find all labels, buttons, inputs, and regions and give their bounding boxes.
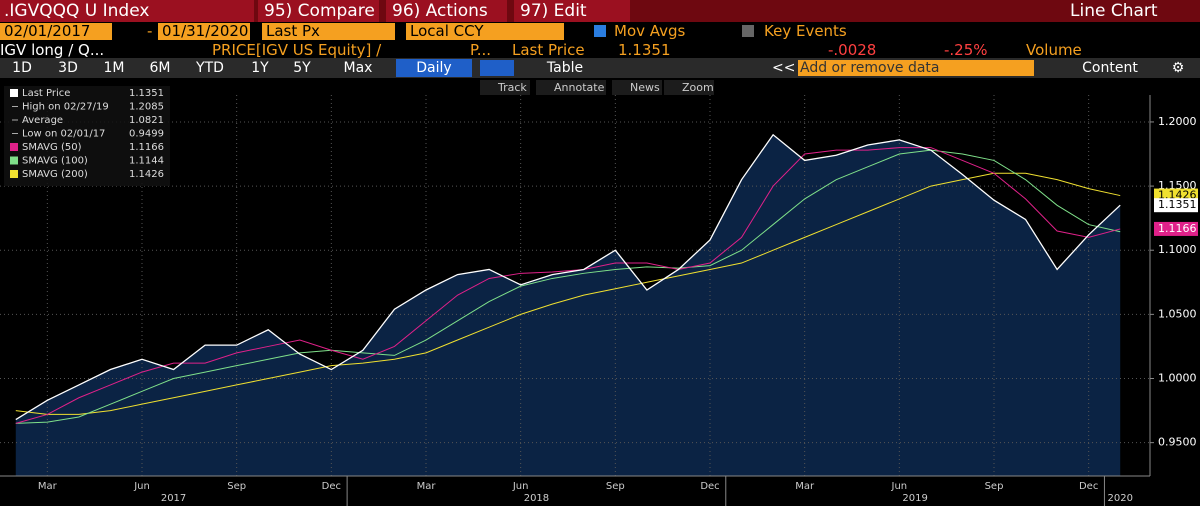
legend-label: Last Price xyxy=(22,88,70,99)
period-button[interactable]: 1M xyxy=(103,60,125,76)
x-tick-label: Dec xyxy=(1079,481,1098,492)
x-tick-label: Jun xyxy=(133,481,150,492)
period-button[interactable]: 5Y xyxy=(293,60,311,76)
x-tick-label: Mar xyxy=(417,481,437,492)
legend: Last Price 1.1351 High on 02/27/19 1.2085 Av… xyxy=(4,86,170,186)
last-price-label: Last Price xyxy=(512,41,585,59)
legend-label: SMAVG (200) xyxy=(22,169,88,180)
legend-value: 0.9499 xyxy=(129,129,164,140)
price-area xyxy=(15,134,1121,476)
view-title: Line Chart xyxy=(1070,1,1158,21)
legend-label: Low on 02/01/17 xyxy=(22,129,105,140)
frequency[interactable]: Daily xyxy=(396,59,472,77)
chart-tool-bg xyxy=(664,80,714,95)
back-button[interactable]: << xyxy=(772,60,796,76)
change-pct: -.25% xyxy=(944,41,988,59)
y-tick-label: 0.9500 xyxy=(1158,436,1197,449)
series-line xyxy=(15,172,1121,415)
checkbox[interactable] xyxy=(742,25,754,37)
x-tick-label: Sep xyxy=(227,481,246,492)
legend-value: 1.1426 xyxy=(129,169,164,180)
last-price: 1.1351 xyxy=(618,41,671,59)
end-date[interactable]: 01/31/2020 xyxy=(158,23,250,40)
volume: Volume xyxy=(1026,41,1082,59)
x-tick-label: Sep xyxy=(985,481,1004,492)
start-date[interactable]: 02/01/2017 xyxy=(0,23,112,40)
separator: - xyxy=(147,22,153,40)
y-tick-label: 1.1000 xyxy=(1158,243,1197,256)
x-tick-label: Jun xyxy=(891,481,908,492)
menu[interactable]: 97) Edit xyxy=(514,0,630,22)
period-button[interactable]: 3D xyxy=(58,60,78,76)
series-line xyxy=(15,147,1121,424)
checkbox[interactable] xyxy=(594,25,606,37)
settings-button[interactable]: ⚙ xyxy=(1171,60,1185,76)
chart-type-button[interactable] xyxy=(480,60,514,76)
series-line xyxy=(15,133,1121,421)
legend-bg xyxy=(4,86,170,186)
legend-value: 1.1166 xyxy=(129,142,164,153)
legend-label: Average xyxy=(22,115,63,126)
change: -.0028 xyxy=(828,41,877,59)
last-value-tag xyxy=(1154,198,1198,213)
legend-swatch xyxy=(10,156,18,165)
menu[interactable]: 96) Actions xyxy=(386,0,507,22)
x-tick-label: Sep xyxy=(606,481,625,492)
y-tick-label: 1.0000 xyxy=(1158,372,1197,385)
table-button[interactable]: Table xyxy=(546,60,584,76)
y-tick-label: 1.2000 xyxy=(1158,115,1197,128)
chart-tool-bg xyxy=(612,80,662,95)
period-button[interactable]: Max xyxy=(343,60,373,76)
mov-avgs[interactable]: Mov Avgs xyxy=(614,22,686,40)
legend-swatch xyxy=(10,143,18,151)
field[interactable]: Last Px xyxy=(262,23,395,40)
year-label: 2018 xyxy=(524,493,549,504)
last-value-tag xyxy=(1154,221,1198,236)
chart-tool-bg xyxy=(480,80,530,95)
legend-value: 1.1144 xyxy=(129,156,164,167)
x-tick-label: Mar xyxy=(38,481,58,492)
period-button[interactable]: 1D xyxy=(12,60,32,76)
legend-label: High on 02/27/19 xyxy=(22,102,109,113)
legend-label: SMAVG (50) xyxy=(22,142,82,153)
content-button[interactable]: Content xyxy=(1082,60,1138,76)
chart-tool: News xyxy=(630,81,660,94)
security[interactable]: .IGVQQQ U Index xyxy=(0,0,254,22)
last-value-label: 1.1166 xyxy=(1158,222,1197,235)
period-button[interactable]: YTD xyxy=(196,60,224,76)
period-button[interactable]: 1Y xyxy=(251,60,269,76)
chart-tool-bg xyxy=(536,80,606,95)
search-input[interactable]: Add or remove data xyxy=(798,60,1034,76)
chart-tool: Track xyxy=(497,81,527,94)
legend-swatch xyxy=(10,89,18,97)
last-value-label: 1.1351 xyxy=(1158,198,1197,211)
legend-value: 1.2085 xyxy=(129,102,164,113)
currency[interactable]: Local CCY xyxy=(406,23,564,40)
year-label: 2017 xyxy=(161,493,186,504)
x-tick-label: Dec xyxy=(322,481,341,492)
legend-value: 1.0821 xyxy=(129,115,164,126)
period-button[interactable]: 6M xyxy=(149,60,171,76)
year-label: 2020 xyxy=(1107,493,1132,504)
year-label: 2019 xyxy=(902,493,927,504)
chart: Track Annotate News Zoom 0.9500 1.0000 1.0500 1… xyxy=(0,80,1198,506)
chart-tool: Annotate xyxy=(554,81,605,94)
x-tick-label: Jun xyxy=(512,481,529,492)
study: IGV long / Q... xyxy=(0,41,105,59)
expression-more: P... xyxy=(470,41,492,59)
legend-value: 1.1351 xyxy=(129,88,164,99)
key-events[interactable]: Key Events xyxy=(764,22,847,40)
expression: PRICE[IGV US Equity] / xyxy=(212,41,382,59)
legend-label: SMAVG (100) xyxy=(22,156,88,167)
legend-swatch xyxy=(10,170,18,178)
chart-tool: Zoom xyxy=(682,81,714,94)
x-tick-label: Mar xyxy=(795,481,815,492)
y-tick-label: 1.0500 xyxy=(1158,307,1197,320)
x-tick-label: Dec xyxy=(700,481,719,492)
menu[interactable]: 95) Compare xyxy=(258,0,379,22)
series-line xyxy=(15,149,1121,424)
